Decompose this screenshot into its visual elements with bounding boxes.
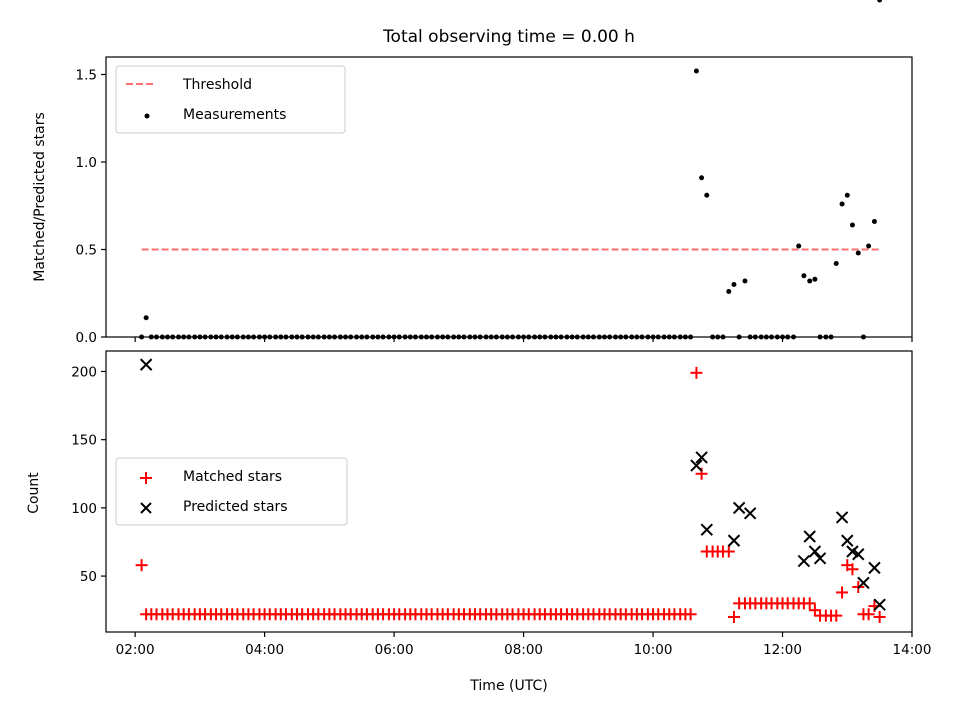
top-y-tick-label: 0.0 bbox=[76, 330, 97, 346]
predicted-star-point bbox=[868, 561, 881, 575]
top-plot-area bbox=[139, 0, 883, 340]
measurement-point bbox=[796, 243, 802, 249]
x-tick-label: 02:00 bbox=[116, 642, 155, 658]
bottom-y-axis-label: Count bbox=[26, 472, 42, 514]
measurement-point bbox=[801, 273, 807, 279]
predicted-star-point bbox=[690, 459, 703, 472]
top-y-tick-label: 0.5 bbox=[76, 243, 97, 259]
measurements-legend-label: Measurements bbox=[183, 107, 286, 123]
top-y-tick-label: 1.5 bbox=[76, 68, 97, 84]
predicted-star-point bbox=[695, 451, 708, 464]
predicted-star-point bbox=[803, 530, 816, 543]
measurement-point bbox=[849, 222, 855, 228]
predicted-star-point bbox=[732, 501, 746, 515]
matched-star-point bbox=[808, 604, 821, 617]
bottom-y-tick-label: 50 bbox=[80, 569, 97, 585]
bottom-legend-box bbox=[115, 457, 348, 526]
x-tick-label: 12:00 bbox=[763, 642, 802, 658]
matched-star-point bbox=[727, 610, 740, 623]
measurement-point bbox=[693, 68, 699, 74]
bottom-panel: 50 100 150 200 02:00 04:00 06:00 08:00 10:00 12:… bbox=[26, 350, 932, 694]
measurement-point bbox=[143, 315, 149, 321]
bottom-axes-frame bbox=[105, 350, 913, 633]
x-tick-label: 10:00 bbox=[634, 642, 673, 658]
bottom-plot-area bbox=[135, 358, 886, 623]
matched-star-point bbox=[846, 563, 859, 576]
predicted-star-point bbox=[835, 511, 849, 524]
x-tick-label: 14:00 bbox=[893, 642, 932, 658]
chart-title: Total observing time = 0.00 h bbox=[382, 27, 635, 47]
predicted-star-point bbox=[743, 507, 757, 520]
predicted-star-point bbox=[841, 534, 854, 547]
measurement-point bbox=[742, 278, 748, 284]
predicted-star-point bbox=[727, 534, 741, 547]
measurement-point bbox=[699, 175, 705, 181]
bottom-x-ticks: 02:00 04:00 06:00 08:00 10:00 12:00 14:00 bbox=[116, 632, 932, 658]
top-x-ticks bbox=[134, 337, 913, 342]
measurement-point bbox=[731, 282, 737, 287]
threshold-legend-label: Threshold bbox=[182, 77, 252, 93]
measurements-legend-swatch bbox=[144, 113, 150, 119]
predicted-star-point bbox=[808, 545, 822, 558]
matched-star-point bbox=[803, 597, 816, 610]
predicted-star-point bbox=[797, 554, 811, 568]
predicted-star-point bbox=[139, 358, 153, 371]
matched-star-point bbox=[862, 608, 875, 621]
measurement-point bbox=[839, 201, 845, 207]
bottom-y-ticks: 50 100 150 200 bbox=[71, 364, 106, 585]
bottom-y-tick-label: 200 bbox=[71, 364, 97, 380]
matched-star-point bbox=[836, 586, 849, 599]
top-y-ticks: 0.0 0.5 1.0 1.5 bbox=[76, 68, 106, 346]
x-axis-label: Time (UTC) bbox=[469, 678, 547, 694]
predicted-star-point bbox=[852, 548, 865, 561]
matched-star-point bbox=[830, 609, 843, 622]
matched-star-point bbox=[684, 608, 697, 621]
predicted-legend-swatch bbox=[140, 502, 152, 514]
measurement-point bbox=[866, 243, 872, 249]
measurement-point bbox=[871, 219, 877, 224]
measurement-point bbox=[704, 192, 710, 198]
predicted-legend-label: Predicted stars bbox=[183, 499, 288, 515]
predicted-star-point bbox=[700, 523, 713, 536]
matched-legend-swatch bbox=[140, 472, 152, 484]
matched-star-point bbox=[873, 610, 886, 623]
top-legend-box bbox=[115, 65, 346, 134]
top-legend: Threshold Measurements bbox=[115, 65, 346, 134]
matched-star-point bbox=[135, 559, 148, 572]
matched-legend-label: Matched stars bbox=[183, 469, 282, 485]
x-tick-label: 06:00 bbox=[375, 642, 414, 658]
predicted-star-point bbox=[857, 576, 870, 590]
matched-star-point bbox=[722, 545, 735, 558]
measurement-point bbox=[844, 192, 850, 198]
measurement-point bbox=[855, 250, 861, 256]
predicted-star-point bbox=[813, 552, 827, 565]
measurement-point bbox=[726, 289, 732, 294]
top-axes-frame bbox=[105, 56, 913, 338]
bottom-legend: Matched stars Predicted stars bbox=[115, 457, 348, 526]
measurement-point bbox=[812, 276, 818, 282]
x-tick-label: 08:00 bbox=[504, 642, 543, 658]
top-y-axis-label: Matched/Predicted stars bbox=[32, 112, 48, 282]
measurement-point bbox=[807, 278, 813, 284]
x-tick-label: 04:00 bbox=[245, 642, 284, 658]
matched-star-point bbox=[690, 366, 703, 379]
top-panel: 0.0 0.5 1.0 1.5 Matched/Predicted stars Thr… bbox=[32, 0, 913, 346]
bottom-y-tick-label: 150 bbox=[71, 433, 97, 449]
bottom-y-tick-label: 100 bbox=[71, 501, 97, 517]
predicted-star-point bbox=[873, 598, 886, 611]
measurement-point bbox=[877, 0, 883, 3]
top-y-tick-label: 1.0 bbox=[76, 155, 97, 171]
measurement-point bbox=[833, 261, 839, 266]
